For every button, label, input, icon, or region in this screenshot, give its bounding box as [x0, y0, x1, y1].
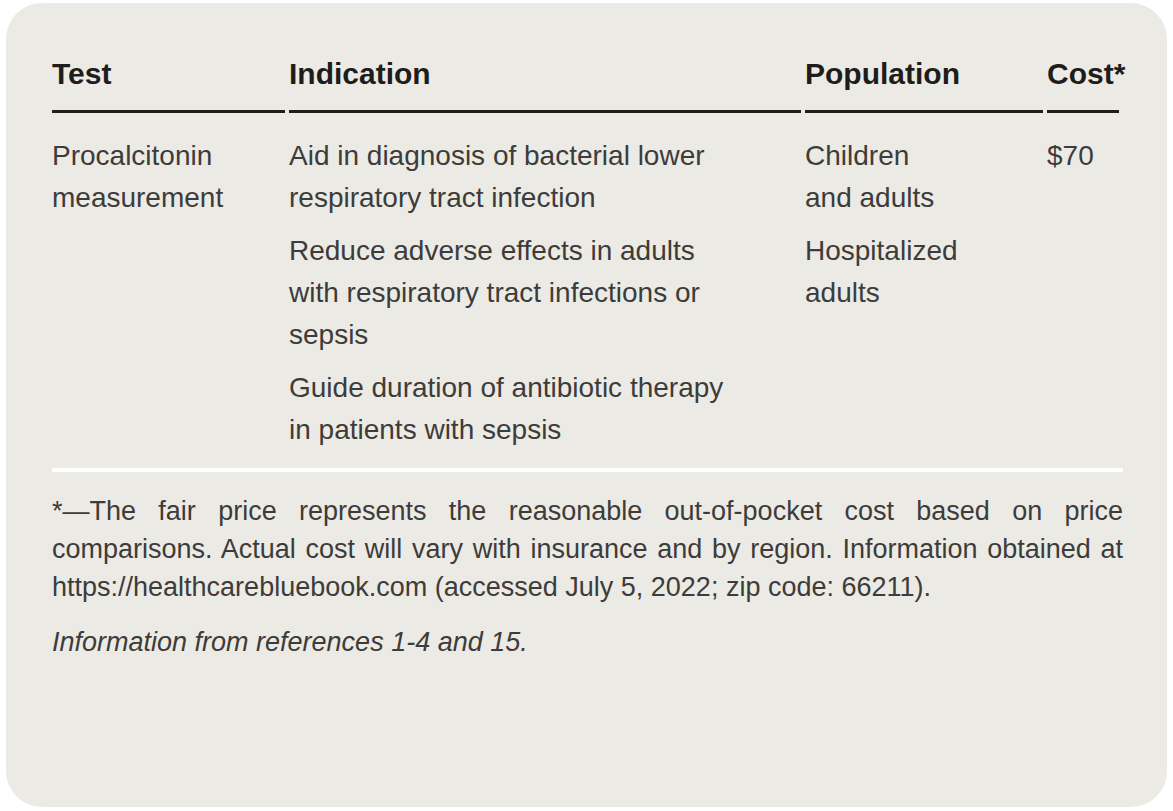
indication-item: Reduce adverse effects in adults with re…: [289, 230, 727, 356]
cell-test: Procalcitonin measurement: [52, 113, 285, 462]
column-header-test: Test: [52, 57, 285, 113]
indication-item: Aid in diagnosis of bacterial lower resp…: [289, 135, 727, 219]
source-note: Information from references 1-4 and 15.: [52, 623, 1123, 661]
column-header-cost: Cost*: [1047, 57, 1119, 113]
column-header-indication: Indication: [289, 57, 801, 113]
population-item: Children and adults: [805, 135, 960, 219]
cell-indication: Aid in diagnosis of bacterial lower resp…: [289, 113, 801, 462]
page: Test Indication Population Cost* Procalc…: [0, 0, 1173, 811]
table-row: Procalcitonin measurement Aid in diagnos…: [52, 113, 1119, 462]
table-card: Test Indication Population Cost* Procalc…: [6, 3, 1167, 807]
cost-value: $70: [1047, 135, 1119, 177]
column-header-population: Population: [805, 57, 1043, 113]
table-header-row: Test Indication Population Cost*: [52, 57, 1119, 113]
test-name: Procalcitonin measurement: [52, 135, 285, 219]
cost-table: Test Indication Population Cost* Procalc…: [48, 57, 1123, 462]
footnote-divider: [52, 468, 1123, 472]
population-item: Hospitalized adults: [805, 230, 960, 314]
footnote: *—The fair price represents the reasonab…: [52, 492, 1123, 606]
cell-population: Children and adults Hospitalized adults: [805, 113, 1043, 462]
indication-item: Guide duration of antibiotic therapy in …: [289, 367, 727, 451]
cell-cost: $70: [1047, 113, 1119, 462]
